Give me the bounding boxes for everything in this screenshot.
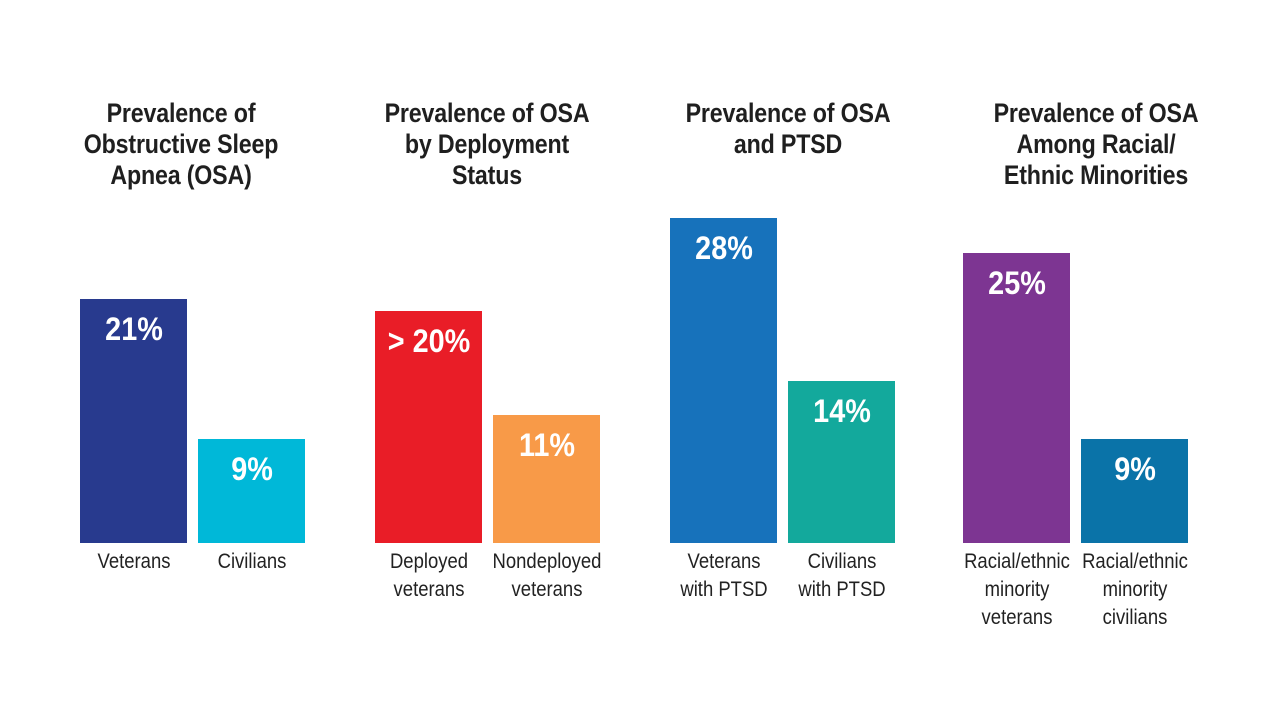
chart-title-3: Prevalence of OSA and PTSD	[685, 98, 891, 159]
category-label-3-2: Civilians with PTSD	[797, 550, 886, 601]
category-label-1-2: Civilians	[217, 550, 286, 573]
bar-1-1	[80, 299, 187, 543]
bar-4-1	[963, 253, 1070, 543]
chart-title-1: Prevalence of Obstructive Sleep Apnea (O…	[83, 98, 279, 190]
data-label-1-2: 9%	[230, 451, 273, 487]
category-label-1-1: Veterans	[97, 550, 170, 573]
chart-title-2: Prevalence of OSA by Deployment Status	[384, 98, 590, 190]
bar-4-2	[1081, 439, 1188, 543]
data-label-4-2: 9%	[1113, 451, 1156, 487]
bar-3-2	[788, 381, 895, 543]
data-label-2-2: 11%	[518, 427, 575, 463]
category-label-4-1: Racial/ethnic minority veterans	[963, 550, 1070, 629]
category-label-2-2: Nondeployed veterans	[492, 550, 601, 601]
data-label-3-2: 14%	[812, 393, 871, 429]
category-label-4-2: Racial/ethnic minority civilians	[1081, 550, 1188, 629]
category-label-3-1: Veterans with PTSD	[679, 550, 768, 601]
data-label-1-1: 21%	[104, 311, 163, 347]
bar-1-2	[198, 439, 305, 543]
bar-2-1	[375, 311, 482, 543]
data-label-3-1: 28%	[694, 230, 753, 266]
bar-2-2	[493, 415, 600, 543]
bar-3-1	[670, 218, 777, 543]
category-label-2-1: Deployed veterans	[389, 550, 468, 601]
chart-title-4: Prevalence of OSA Among Racial/ Ethnic M…	[993, 98, 1199, 190]
data-label-4-1: 25%	[987, 265, 1046, 301]
data-label-2-1: > 20%	[387, 323, 470, 359]
